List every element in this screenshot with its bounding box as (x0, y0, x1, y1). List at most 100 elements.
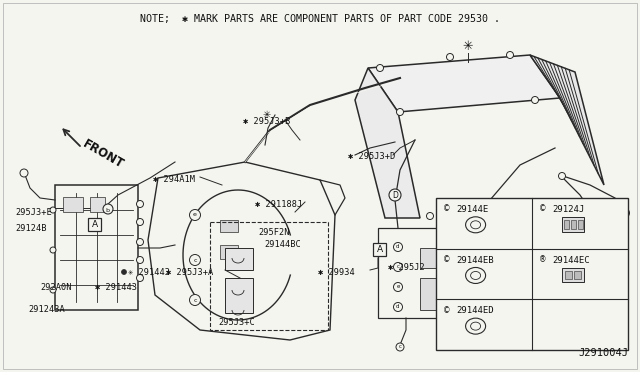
Text: ✱ 295J3+B: ✱ 295J3+B (243, 117, 291, 126)
Bar (55, 185, 138, 310)
Bar (564, 272, 572, 279)
Text: ©: © (444, 306, 451, 315)
Bar (571, 220, 575, 229)
Bar (436, 198, 628, 350)
Circle shape (136, 275, 143, 282)
Bar (578, 220, 582, 229)
Circle shape (389, 189, 401, 201)
Text: 29144EB: 29144EB (456, 256, 493, 264)
Bar (420, 278, 450, 310)
Circle shape (122, 269, 127, 275)
Bar (562, 217, 584, 232)
Text: e: e (396, 285, 400, 289)
Text: d: d (396, 244, 400, 250)
Bar (373, 243, 386, 256)
Circle shape (189, 295, 200, 305)
Text: b: b (105, 208, 109, 212)
Text: ✱ 295J2: ✱ 295J2 (388, 263, 425, 272)
Text: ✱ 291188J: ✱ 291188J (255, 200, 302, 209)
Bar (564, 220, 568, 229)
Circle shape (396, 343, 404, 351)
Text: 29124B: 29124B (15, 224, 47, 233)
Circle shape (136, 238, 143, 246)
Circle shape (442, 203, 452, 215)
Circle shape (20, 169, 28, 177)
Text: e: e (193, 212, 197, 218)
Text: ✱ 295J3+D: ✱ 295J3+D (348, 152, 396, 161)
Text: FRONT: FRONT (81, 137, 127, 171)
Polygon shape (148, 162, 335, 340)
Bar (225, 248, 253, 270)
Text: J291004J: J291004J (578, 348, 628, 358)
Text: 29144BC: 29144BC (264, 240, 301, 249)
Bar (562, 269, 584, 282)
Bar (378, 228, 466, 318)
Circle shape (50, 287, 56, 293)
Text: 295F2N: 295F2N (258, 228, 289, 237)
Text: NOTE;  ✱ MARK PARTS ARE COMPONENT PARTS OF PART CODE 29530 .: NOTE; ✱ MARK PARTS ARE COMPONENT PARTS O… (140, 14, 500, 24)
Circle shape (397, 109, 403, 115)
Text: 291243A: 291243A (28, 305, 65, 314)
Text: c: c (397, 264, 399, 269)
Text: 29124J: 29124J (552, 205, 584, 214)
Text: 295J3+C: 295J3+C (218, 318, 255, 327)
Text: ✳: ✳ (463, 41, 473, 54)
Text: c: c (193, 257, 196, 263)
Circle shape (538, 203, 548, 215)
Text: ✱ 294A1M: ✱ 294A1M (153, 175, 195, 184)
Circle shape (531, 96, 538, 103)
Text: ✳: ✳ (263, 110, 271, 120)
Text: 29144ED: 29144ED (456, 306, 493, 315)
Circle shape (394, 263, 403, 272)
Circle shape (442, 254, 452, 265)
Circle shape (442, 305, 452, 316)
Bar (220, 220, 238, 232)
Bar (420, 248, 450, 268)
Bar (210, 222, 328, 330)
Circle shape (136, 201, 143, 208)
Circle shape (447, 54, 454, 61)
Circle shape (426, 212, 433, 219)
Text: A: A (92, 220, 97, 229)
Text: ©: © (540, 205, 547, 214)
Text: ©: © (444, 205, 451, 214)
Bar (88, 218, 101, 231)
Circle shape (559, 173, 566, 180)
Text: A: A (376, 245, 383, 254)
Circle shape (136, 218, 143, 225)
Polygon shape (530, 55, 604, 185)
Bar (90, 197, 105, 212)
Circle shape (376, 64, 383, 71)
Text: c: c (399, 344, 401, 350)
Text: ✱ 295J3+A: ✱ 295J3+A (166, 268, 213, 277)
Circle shape (621, 208, 630, 218)
Circle shape (506, 51, 513, 58)
Text: 292A0N: 292A0N (40, 283, 72, 292)
Circle shape (50, 207, 56, 213)
Circle shape (136, 257, 143, 263)
Text: 29144E: 29144E (456, 205, 488, 214)
Text: c: c (193, 298, 196, 302)
Circle shape (50, 247, 56, 253)
Circle shape (538, 254, 548, 265)
Text: 29144EC: 29144EC (552, 256, 589, 264)
Circle shape (394, 282, 403, 292)
Circle shape (189, 209, 200, 221)
Text: ©: © (444, 255, 451, 264)
Polygon shape (355, 68, 420, 218)
Text: D: D (392, 192, 398, 201)
Text: ✱ 29934: ✱ 29934 (318, 268, 355, 277)
Polygon shape (368, 55, 560, 112)
Bar (63, 197, 83, 212)
Text: ✱ 291443: ✱ 291443 (95, 283, 137, 292)
Text: ®: ® (540, 255, 547, 264)
Text: ✳ 291443: ✳ 291443 (128, 268, 170, 277)
Circle shape (103, 204, 113, 214)
Circle shape (394, 243, 403, 251)
Circle shape (586, 208, 595, 218)
Bar (220, 245, 238, 259)
Bar (573, 272, 580, 279)
Text: 295J3+E: 295J3+E (15, 208, 52, 217)
Bar (225, 278, 253, 313)
Text: d: d (396, 305, 400, 310)
